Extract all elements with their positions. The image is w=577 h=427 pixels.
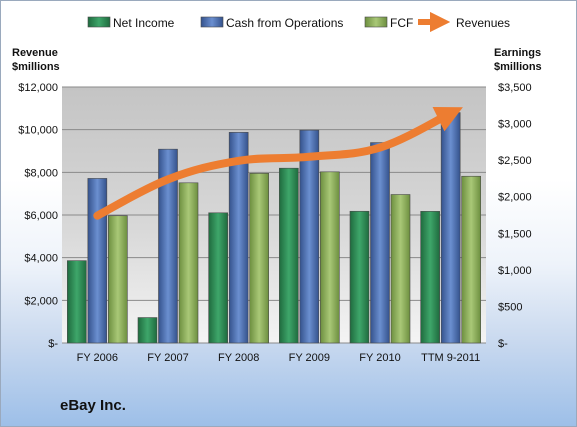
- left-axis-ticks: $- $2,000 $4,000 $6,000 $8,000 $10,000 $12,000: [18, 82, 58, 350]
- revenue-line-group: [93, 106, 463, 220]
- bar-fcf: [249, 173, 269, 344]
- x-tick-label: FY 2009: [289, 352, 330, 364]
- bar-net-income: [349, 210, 370, 344]
- x-tick-label: FY 2006: [77, 352, 118, 364]
- left-tick-label: $12,000: [18, 82, 58, 94]
- bar-fcf: [390, 194, 411, 344]
- x-tick-label: FY 2008: [218, 352, 259, 364]
- x-axis-ticks: FY 2006 FY 2007 FY 2008 FY 2009 FY 2010 TTM 9…: [77, 352, 481, 364]
- right-tick-label: $1,000: [498, 265, 532, 277]
- right-axis-ticks: $- $500 $1,000 $1,500 $2,000 $2,500 $3,000 $3,5…: [498, 82, 532, 350]
- left-tick-label: $6,000: [24, 210, 58, 222]
- bar-net-income: [279, 167, 299, 344]
- bar-net-income: [208, 212, 228, 344]
- bar-fcf: [320, 171, 340, 344]
- legend-swatch-fcf: [364, 16, 388, 28]
- right-tick-label: $2,500: [498, 155, 532, 167]
- x-tick-label: TTM 9-2011: [421, 352, 480, 364]
- right-tick-label: $500: [498, 301, 522, 313]
- bar-fcf: [461, 175, 481, 344]
- revenues-line: [93, 106, 463, 220]
- left-tick-label: $4,000: [24, 253, 58, 265]
- bar-cash-from-operations: [228, 132, 249, 344]
- bar-net-income: [420, 211, 440, 344]
- left-tick-label: $-: [48, 338, 58, 350]
- bar-cash-from-operations: [299, 129, 320, 344]
- left-tick-label: $8,000: [24, 167, 58, 179]
- bar-cash-from-operations: [440, 112, 461, 344]
- bar-cash-from-operations: [370, 142, 390, 344]
- bar-net-income: [67, 260, 87, 344]
- right-axis-title: Earnings $millions: [494, 47, 542, 73]
- legend-swatch-net-income: [87, 16, 111, 28]
- legend-label: Revenues: [456, 16, 510, 30]
- legend-label: Cash from Operations: [226, 16, 343, 30]
- bar-cash-from-operations: [87, 178, 108, 344]
- left-tick-label: $10,000: [18, 125, 58, 137]
- left-axis-title: Revenue $millions: [12, 47, 60, 73]
- right-tick-label: $2,000: [498, 192, 532, 204]
- legend-swatch-cash-from-operations: [200, 16, 224, 28]
- legend: Net Income Cash from Operations FCF Revenue…: [87, 11, 510, 33]
- legend-label: FCF: [390, 16, 413, 30]
- x-tick-label: FY 2007: [147, 352, 188, 364]
- right-tick-label: $3,000: [498, 119, 532, 131]
- company-label: eBay Inc.: [60, 397, 126, 414]
- x-tick-label: FY 2010: [359, 352, 400, 364]
- bar-fcf: [178, 182, 199, 344]
- right-tick-label: $1,500: [498, 228, 532, 240]
- legend-label: Net Income: [113, 16, 175, 30]
- left-tick-label: $2,000: [24, 295, 58, 307]
- right-tick-label: $-: [498, 338, 508, 350]
- bar-net-income: [137, 317, 158, 344]
- bar-fcf: [108, 215, 128, 344]
- bars: [67, 112, 481, 344]
- bar-cash-from-operations: [158, 148, 178, 344]
- right-tick-label: $3,500: [498, 82, 532, 94]
